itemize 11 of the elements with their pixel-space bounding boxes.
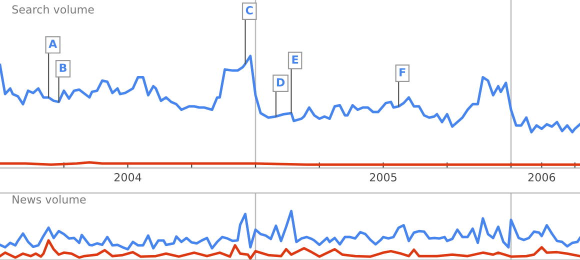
chart-title: Search volume <box>12 5 94 14</box>
x-tick-label: 2006 <box>528 173 556 182</box>
annotation: A <box>48 40 58 48</box>
annotation: B <box>60 64 66 72</box>
x-tick-label: 2004 <box>114 173 142 182</box>
annotation: D <box>276 78 285 86</box>
annotation: E <box>292 55 298 64</box>
annotation: F <box>400 68 406 76</box>
annotation: C <box>246 6 253 14</box>
chart-title: News volume <box>12 195 86 204</box>
x-tick-label: 2005 <box>370 173 396 182</box>
